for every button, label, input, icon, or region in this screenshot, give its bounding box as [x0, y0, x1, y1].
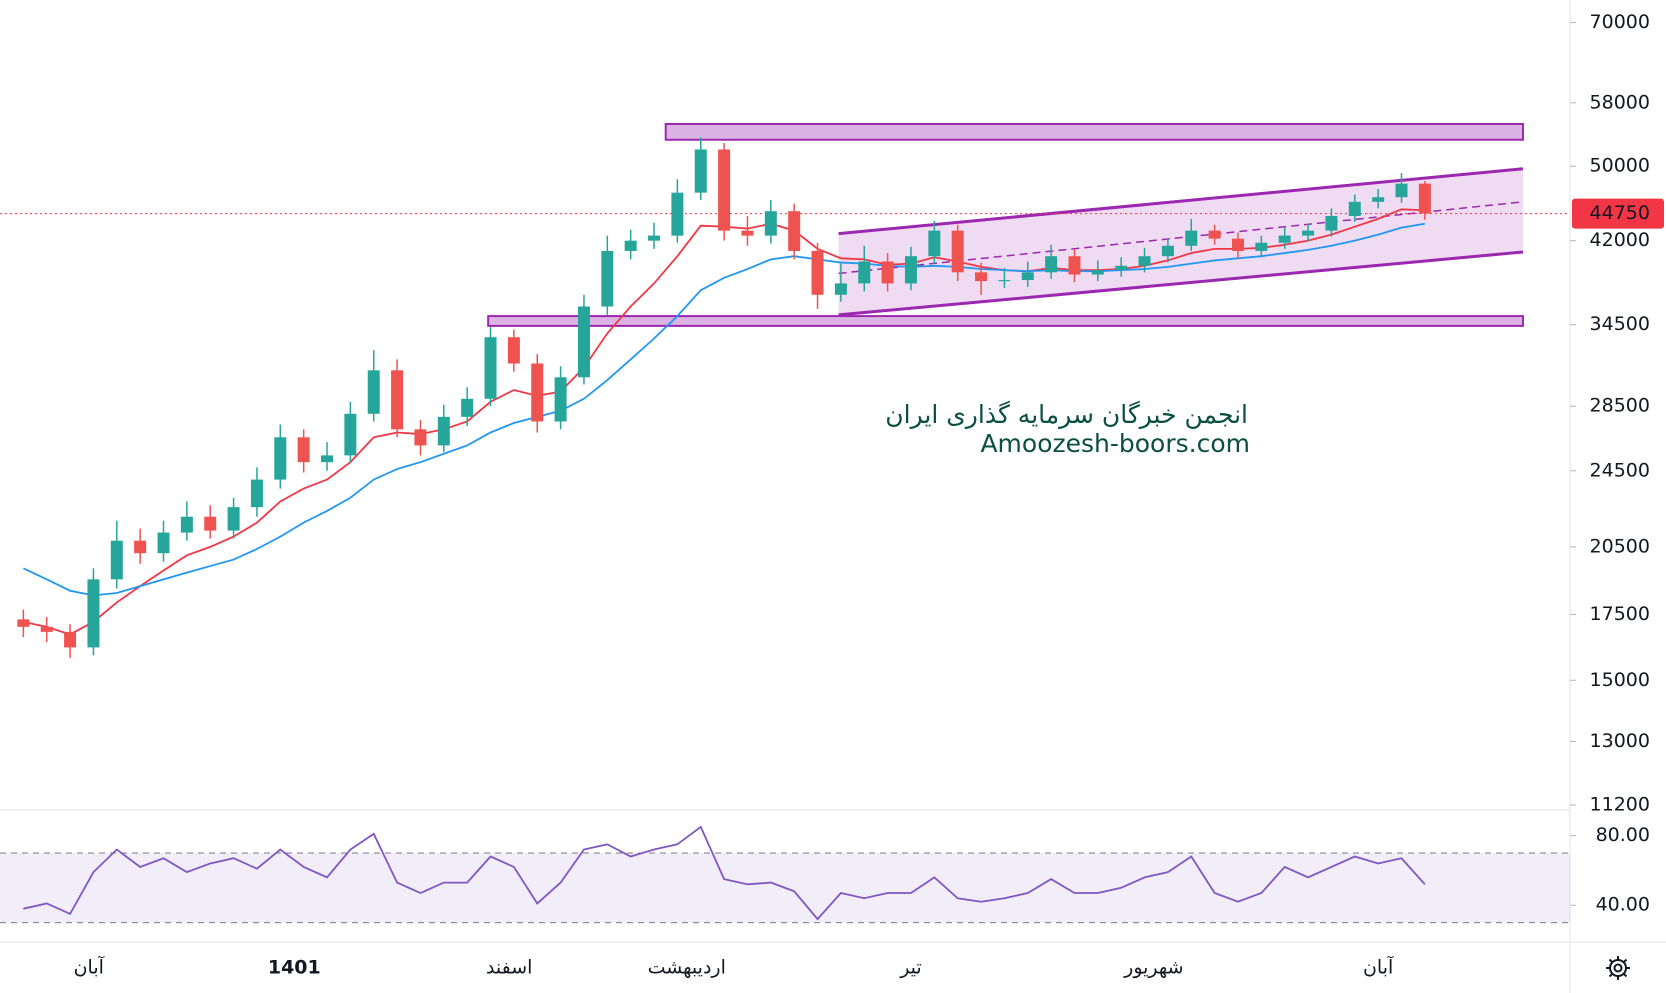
- candle-body: [1418, 183, 1431, 214]
- candle-body: [1045, 256, 1058, 273]
- candle-body: [694, 149, 707, 193]
- settings-icon[interactable]: [1606, 956, 1630, 980]
- candle-body: [858, 261, 871, 284]
- candle-body: [975, 272, 988, 282]
- x-tick-label: شهریور: [1123, 957, 1183, 979]
- candle-body: [414, 429, 427, 446]
- candle-body: [811, 250, 824, 295]
- rsi-y-tick-label: 40.00: [1596, 894, 1650, 916]
- candle-body: [1348, 201, 1361, 216]
- y-tick-label: 15000: [1590, 669, 1650, 691]
- moving-average: [22, 222, 1425, 597]
- watermark: Amoozesh-boors.com: [980, 429, 1250, 458]
- candle-body: [1115, 265, 1128, 271]
- candle-body: [554, 377, 567, 422]
- x-tick-label: آبان: [1363, 955, 1394, 979]
- candle-body: [507, 337, 520, 364]
- candle-body: [321, 455, 334, 463]
- y-tick-label: 70000: [1590, 11, 1650, 33]
- candle-body: [204, 516, 217, 531]
- channel-upper: [838, 167, 1524, 236]
- support-zone: [664, 122, 1524, 141]
- support-zone: [487, 315, 1524, 327]
- channel-lower: [838, 250, 1524, 317]
- price-pane: [0, 122, 1570, 659]
- candle-body: [1138, 256, 1151, 266]
- candle-body: [1161, 245, 1174, 257]
- y-tick-label: 34500: [1590, 313, 1650, 335]
- candle-body: [741, 230, 754, 236]
- candle-body: [648, 235, 661, 241]
- candle-body: [134, 540, 147, 554]
- y-tick-label: 17500: [1590, 603, 1650, 625]
- candle-body: [1395, 183, 1408, 198]
- candle-body: [297, 437, 310, 463]
- x-tick-label: تیر: [899, 957, 922, 979]
- candle-body: [1068, 256, 1081, 275]
- candle-body: [601, 250, 614, 307]
- y-tick-label: 58000: [1590, 91, 1650, 113]
- rsi-pane: [0, 825, 1570, 924]
- candle-body: [484, 337, 497, 399]
- candle-body: [391, 370, 404, 430]
- candle-body: [1372, 197, 1385, 202]
- candle-body: [1278, 235, 1291, 243]
- last-price-label: 44750: [1590, 202, 1650, 224]
- candle-body: [274, 437, 287, 480]
- channel-middle: [838, 201, 1524, 275]
- candle-body: [881, 261, 894, 284]
- candle-body: [437, 416, 450, 446]
- candle-body: [1325, 215, 1338, 231]
- candle-body: [998, 280, 1011, 282]
- candle-body: [227, 507, 240, 531]
- x-tick-label: اسفند: [486, 957, 533, 979]
- candle-body: [180, 516, 193, 533]
- y-tick-label: 42000: [1590, 229, 1650, 251]
- candle-body: [1021, 272, 1034, 281]
- x-tick-label: اردیبهشت: [648, 957, 726, 979]
- candle-body: [157, 532, 170, 554]
- candle-body: [1185, 230, 1198, 246]
- candle-body: [87, 579, 100, 648]
- y-tick-label: 50000: [1590, 155, 1650, 177]
- candle-body: [951, 230, 964, 273]
- watermark: انجمن خبرگان سرمایه گذاری ایران: [885, 400, 1248, 429]
- candle-body: [1302, 230, 1315, 236]
- y-tick-label: 20500: [1590, 535, 1650, 557]
- candle-body: [344, 413, 357, 456]
- candle-body: [904, 256, 917, 284]
- candle-body: [718, 149, 731, 231]
- y-tick-label: 11200: [1590, 794, 1650, 816]
- x-tick-label: 1401: [268, 957, 321, 979]
- candle-body: [928, 230, 941, 257]
- candle-body: [1208, 230, 1221, 239]
- candle-body: [624, 240, 637, 251]
- x-tick-label: آبان: [74, 955, 105, 979]
- candle-body: [110, 540, 123, 580]
- y-tick-label: 24500: [1590, 459, 1650, 481]
- candle-body: [577, 306, 590, 378]
- candle-body: [788, 211, 801, 251]
- last-price-box: [1572, 198, 1664, 229]
- y-tick-label: 28500: [1590, 395, 1650, 417]
- candle-body: [1091, 270, 1104, 275]
- candle-body: [17, 619, 30, 627]
- candle-body: [671, 192, 684, 236]
- candle-body: [250, 479, 263, 508]
- candle-body: [1231, 238, 1244, 251]
- rsi-y-tick-label: 80.00: [1596, 824, 1650, 846]
- rsi-line: [23, 825, 1426, 921]
- candle-body: [531, 363, 544, 422]
- y-tick-label: 13000: [1590, 730, 1650, 752]
- candle-body: [367, 370, 380, 414]
- candle-body: [834, 283, 847, 295]
- candle-body: [1255, 242, 1268, 251]
- candle-body: [40, 626, 53, 632]
- candle-body: [461, 398, 474, 417]
- candle-body: [764, 211, 777, 236]
- candle-body: [64, 631, 77, 648]
